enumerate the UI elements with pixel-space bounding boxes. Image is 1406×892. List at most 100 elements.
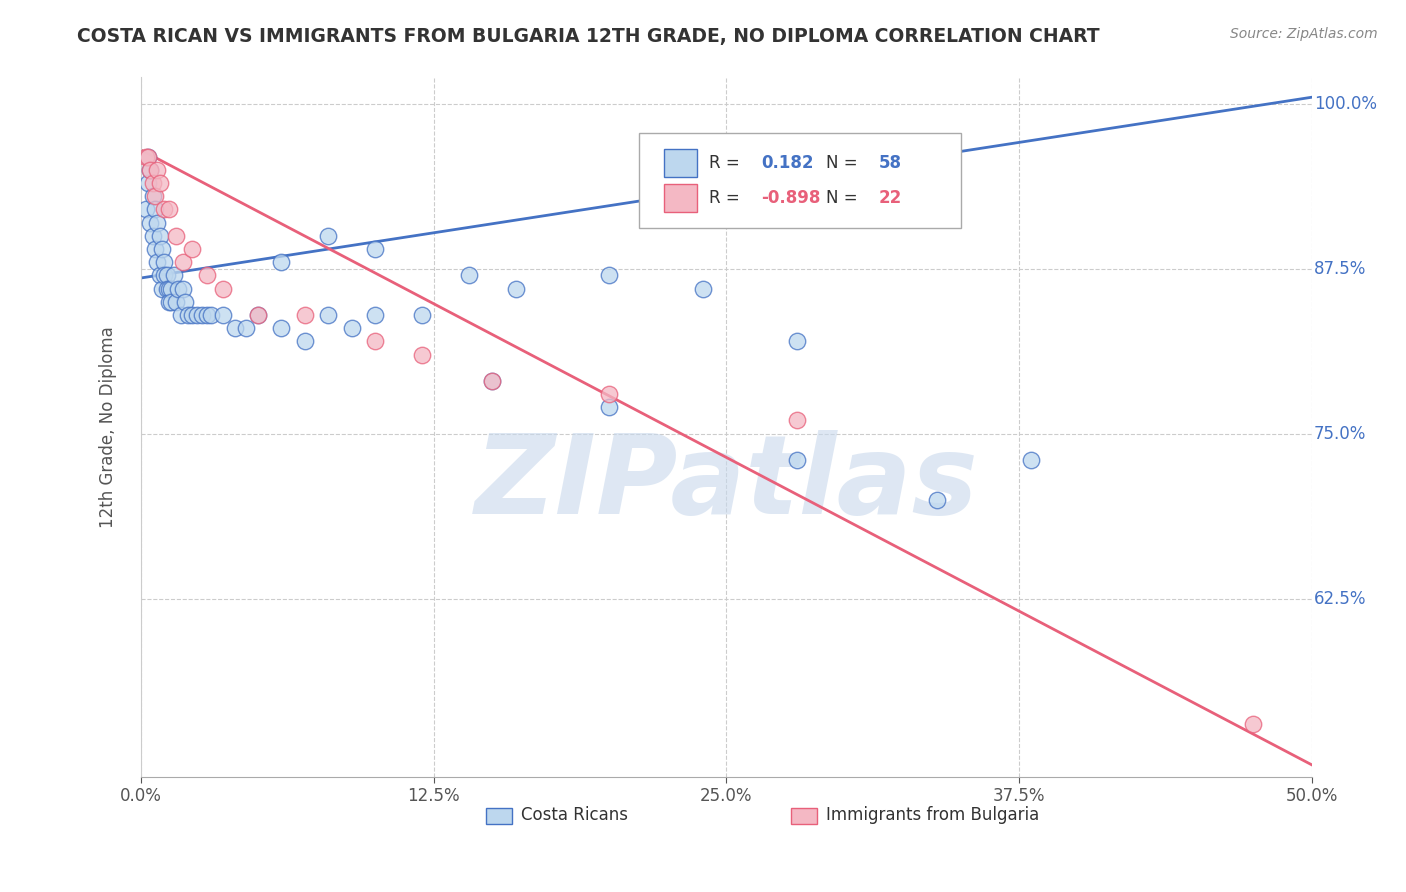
Text: 62.5%: 62.5% (1315, 590, 1367, 607)
Point (212, 281, 235, 295)
Point (195, 308, 218, 322)
Text: N =: N = (825, 189, 858, 208)
Point (139, 162, 162, 177)
Text: Source: ZipAtlas.com: Source: ZipAtlas.com (1230, 27, 1378, 41)
Point (160, 281, 183, 295)
Point (156, 268, 179, 283)
Point (150, 281, 173, 295)
Point (505, 281, 527, 295)
Point (146, 216, 169, 230)
Point (364, 308, 387, 322)
Point (598, 401, 620, 415)
Text: 100.0%: 100.0% (1315, 95, 1376, 112)
Point (181, 308, 204, 322)
Point (212, 308, 235, 322)
Point (157, 294, 180, 309)
Point (174, 294, 197, 309)
Point (149, 228, 172, 243)
Point (186, 308, 208, 322)
Point (786, 334, 808, 349)
Text: 87.5%: 87.5% (1315, 260, 1367, 277)
Point (481, 374, 503, 388)
Point (457, 268, 479, 283)
Point (364, 334, 387, 349)
Point (143, 242, 166, 256)
FancyBboxPatch shape (790, 808, 817, 823)
Point (143, 202, 166, 217)
Point (200, 308, 222, 322)
Point (195, 268, 218, 283)
Point (364, 242, 387, 256)
Point (143, 189, 166, 203)
Point (165, 228, 187, 243)
Point (146, 255, 169, 269)
Point (170, 308, 193, 322)
Point (598, 268, 620, 283)
Text: COSTA RICAN VS IMMIGRANTS FROM BULGARIA 12TH GRADE, NO DIPLOMA CORRELATION CHART: COSTA RICAN VS IMMIGRANTS FROM BULGARIA … (77, 27, 1099, 45)
Point (481, 374, 503, 388)
FancyBboxPatch shape (486, 808, 512, 823)
Point (172, 255, 194, 269)
FancyBboxPatch shape (638, 134, 960, 227)
Point (139, 162, 162, 177)
Point (167, 281, 190, 295)
Point (142, 176, 165, 190)
Point (153, 268, 176, 283)
Point (139, 216, 162, 230)
Point (172, 281, 194, 295)
Point (294, 334, 316, 349)
Point (153, 255, 176, 269)
Y-axis label: 12th Grade, No Diploma: 12th Grade, No Diploma (100, 326, 117, 528)
Text: -0.898: -0.898 (762, 189, 821, 208)
Point (157, 281, 180, 295)
Point (224, 321, 246, 335)
Point (247, 308, 270, 322)
Point (340, 321, 363, 335)
Point (135, 202, 157, 217)
Text: N =: N = (825, 154, 858, 172)
Point (270, 321, 292, 335)
Point (149, 268, 172, 283)
Text: 75.0%: 75.0% (1315, 425, 1367, 442)
Text: ZIPatlas: ZIPatlas (474, 430, 979, 536)
Point (135, 150, 157, 164)
Point (294, 308, 316, 322)
Point (150, 242, 173, 256)
Point (149, 176, 172, 190)
Point (181, 242, 204, 256)
Point (136, 176, 159, 190)
Text: 0.182: 0.182 (762, 154, 814, 172)
Text: Costa Ricans: Costa Ricans (522, 806, 628, 824)
Point (142, 228, 165, 243)
Point (157, 202, 180, 217)
Point (165, 294, 187, 309)
Point (411, 347, 433, 361)
Point (136, 150, 159, 164)
Point (270, 255, 292, 269)
Point (156, 281, 179, 295)
Text: 22: 22 (879, 189, 901, 208)
Point (316, 228, 339, 243)
FancyBboxPatch shape (664, 185, 697, 212)
Point (1241, 717, 1264, 731)
Text: R =: R = (709, 189, 740, 208)
Point (316, 308, 339, 322)
Text: 58: 58 (879, 154, 901, 172)
Point (163, 268, 186, 283)
Point (927, 492, 949, 507)
Point (411, 308, 433, 322)
Point (177, 308, 200, 322)
Point (692, 281, 714, 295)
Point (598, 387, 620, 401)
Point (1019, 453, 1042, 467)
Point (247, 308, 270, 322)
Point (160, 294, 183, 309)
Point (786, 413, 808, 427)
Point (786, 453, 808, 467)
FancyBboxPatch shape (664, 150, 697, 178)
Point (153, 202, 176, 217)
Point (146, 162, 169, 177)
Text: Immigrants from Bulgaria: Immigrants from Bulgaria (825, 806, 1039, 824)
Point (235, 321, 257, 335)
Point (136, 150, 159, 164)
